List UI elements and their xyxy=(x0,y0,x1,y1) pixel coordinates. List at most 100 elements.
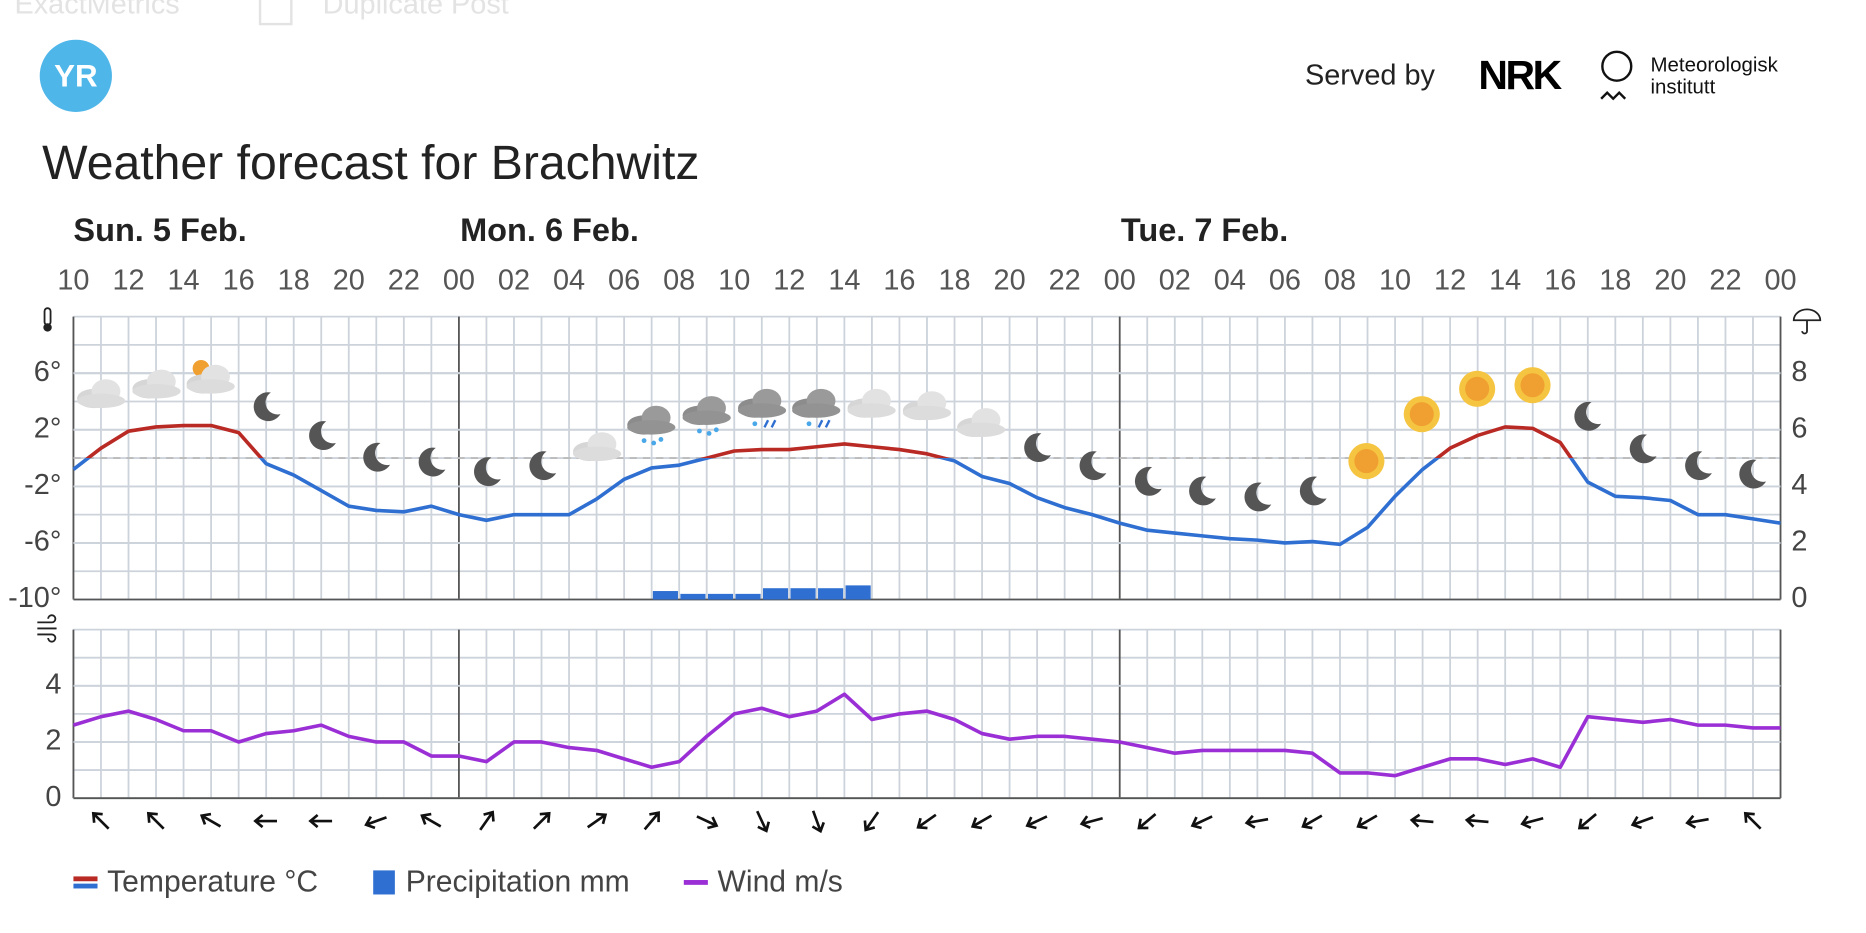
x-tick-label: 10 xyxy=(718,264,750,296)
legend-label: Precipitation mm xyxy=(406,866,630,899)
weather-symbol xyxy=(1514,367,1551,404)
toolbar-item[interactable]: Duplicate Post xyxy=(323,0,509,21)
x-tick-label: 16 xyxy=(1544,264,1576,296)
wind-arrow xyxy=(199,812,222,828)
thermometer-bulb xyxy=(43,323,52,332)
day-label: Tue. 7 Feb. xyxy=(1121,212,1288,248)
wind-arrow xyxy=(1356,814,1378,830)
y-tick-label: -2° xyxy=(24,469,61,501)
wind-arrow xyxy=(755,810,771,833)
wind-arrow xyxy=(146,811,165,830)
x-tick-label: 14 xyxy=(1489,264,1521,296)
x-tick-label: 00 xyxy=(1764,264,1796,296)
wind-arrow xyxy=(643,811,660,831)
y-tick-label: 4 xyxy=(45,668,61,700)
precip-bar xyxy=(818,588,844,600)
weather-symbol xyxy=(1403,396,1440,433)
legend-swatch xyxy=(73,883,98,889)
wind-arrow xyxy=(1079,815,1103,829)
y-tick-label: 8 xyxy=(1791,356,1807,388)
weather-symbol xyxy=(253,392,281,422)
y-tick-label: 0 xyxy=(45,781,61,813)
x-tick-label: 10 xyxy=(1379,264,1411,296)
x-tick-label: 00 xyxy=(443,264,475,296)
weather-symbol xyxy=(529,451,557,481)
x-tick-label: 18 xyxy=(938,264,970,296)
wind-arrow xyxy=(253,814,278,829)
nrk-logo[interactable]: NRK xyxy=(1478,52,1565,98)
x-tick-label: 14 xyxy=(828,264,860,296)
wind-arrow xyxy=(1301,814,1323,830)
x-tick-label: 12 xyxy=(773,264,805,296)
weather-symbol xyxy=(847,388,896,418)
legend-label: Temperature °C xyxy=(107,866,318,899)
x-tick-label: 16 xyxy=(883,264,915,296)
grid xyxy=(72,315,1782,800)
temperature-line-below xyxy=(72,458,1781,547)
x-tick-label: 20 xyxy=(994,264,1026,296)
precip-bar xyxy=(735,593,761,600)
met-name: Meteorologisk xyxy=(1651,54,1779,77)
weather-symbol xyxy=(474,457,501,487)
legend-label: Wind m/s xyxy=(718,866,843,899)
y-tick-label: 4 xyxy=(1791,469,1807,501)
weather-symbol xyxy=(1348,443,1385,480)
unit-icons xyxy=(37,307,1822,643)
met-logo-wave xyxy=(1600,90,1627,101)
weather-symbol xyxy=(1134,466,1162,496)
day-label: Sun. 5 Feb. xyxy=(73,212,246,248)
wind-arrow xyxy=(1244,814,1269,829)
wind-arrow xyxy=(970,814,993,830)
toolbar-icon xyxy=(258,0,293,26)
precip-bar xyxy=(707,593,734,600)
precip-bar xyxy=(790,588,816,600)
precip-bar xyxy=(845,585,871,600)
legend-swatch xyxy=(373,870,395,895)
wind-arrow xyxy=(916,813,937,830)
x-tick-label: 20 xyxy=(1654,264,1686,296)
yr-logo[interactable] xyxy=(39,39,112,112)
x-tick-label: 08 xyxy=(663,264,695,296)
x-tick-label: 00 xyxy=(1104,264,1136,296)
thermometer-icon xyxy=(43,307,52,326)
y-tick-label: 2 xyxy=(1791,526,1807,558)
weather-symbol xyxy=(957,408,1006,438)
x-tick-label: 02 xyxy=(498,264,530,296)
x-tick-label: 18 xyxy=(278,264,310,296)
y-tick-label: -10° xyxy=(8,582,61,614)
wind-arrow xyxy=(420,812,442,828)
wind-arrow xyxy=(811,810,825,834)
x-tick-label: 04 xyxy=(553,264,585,296)
wind-arrow xyxy=(532,811,551,830)
wind-arrow xyxy=(364,815,387,830)
plot xyxy=(72,423,1781,778)
day-label: Mon. 6 Feb. xyxy=(460,212,639,248)
x-tick-label: 22 xyxy=(1709,264,1741,296)
wind-arrow xyxy=(91,811,110,830)
wind-arrow xyxy=(1630,815,1654,830)
weather-symbol xyxy=(309,421,336,450)
wind-arrow xyxy=(1190,815,1213,830)
precip-bar xyxy=(652,591,678,600)
x-tick-label: 14 xyxy=(168,264,200,296)
met-name: institutt xyxy=(1651,75,1716,98)
wind-arrow xyxy=(1520,815,1544,829)
wind-arrow xyxy=(863,811,880,832)
met-logo[interactable] xyxy=(1601,50,1633,82)
legend-swatch xyxy=(683,880,708,885)
served-by: Served by xyxy=(1305,60,1436,92)
toolbar-item[interactable]: ExactMetrics xyxy=(14,0,179,21)
y-tick-label: 0 xyxy=(1791,582,1807,614)
x-tick-label: 10 xyxy=(57,264,89,296)
precip-bar xyxy=(680,593,706,600)
weather-symbol xyxy=(1459,370,1496,407)
y-tick-label: -6° xyxy=(24,526,61,558)
legend: Temperature °C Precipitation mm Wind m/s xyxy=(73,866,843,899)
x-tick-label: 20 xyxy=(333,264,365,296)
x-tick-label: 12 xyxy=(112,264,144,296)
wind-arrow xyxy=(1409,813,1434,828)
y-tick-label: 6 xyxy=(1791,412,1807,444)
wind-icon xyxy=(37,614,57,643)
